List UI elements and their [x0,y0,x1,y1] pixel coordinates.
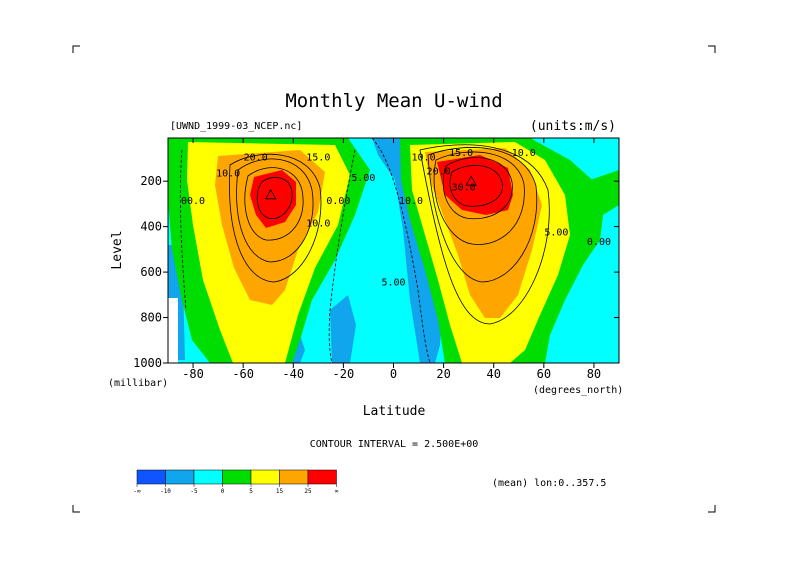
legend-swatch [279,469,309,485]
contour-interval: CONTOUR INTERVAL = 2.500E+00 [310,439,479,450]
color-legend: -∞ -10 -5 0 5 15 25 ∞ [133,469,339,495]
mean-label: (mean) lon:0..357.5 [492,478,606,489]
contour-labels: 20.0 15.0 10.0 00.0 10.0 0.00 5.00 5.00 10.0 10.0… [181,148,611,289]
high-region-east [590,170,619,215]
x-tick-label: 60 [537,367,551,381]
corner-marks [72,45,716,513]
contour-label: 0.00 [587,237,611,248]
y-axis-units: (millibar) [108,378,168,389]
south-jet-level-15 [215,150,325,305]
contour-label: 5.00 [544,228,568,239]
legend-swatch [193,469,223,485]
x-tick-label: -20 [333,367,355,381]
x-tick-label: -60 [232,367,254,381]
legend-swatch [165,469,195,485]
contour-label: 20.0 [427,166,451,177]
legend-label: 0 [221,488,225,495]
legend-label: 5 [249,488,253,495]
contour-label: 10.0 [306,219,330,230]
x-axis-title: Latitude [363,404,426,419]
legend-label: ∞ [335,488,339,495]
x-tick-label: 40 [486,367,500,381]
x-tick-label: 80 [587,367,601,381]
legend-swatch [307,469,337,485]
contour-label: 10.0 [399,196,423,207]
contour-label: 15.0 [306,153,330,164]
y-axis: 200 400 600 800 1000 [133,174,619,370]
contour-label: 10.0 [512,148,536,159]
contour-label: 00.0 [181,196,205,207]
low-boundary [168,298,178,363]
jet-maximum-marker [465,175,477,186]
contour-label: 10.0 [216,169,240,180]
y-axis-title: Level [110,230,125,269]
legend-label: 25 [304,488,312,495]
negative-region [372,138,445,363]
negative-region [330,295,356,363]
x-tick-label: 0 [390,367,397,381]
y-tick-label: 1000 [133,356,162,370]
file-label: [UWND_1999-03_NCEP.nc] [170,121,302,132]
y-tick-label: 800 [140,311,162,325]
contour-label: 20.0 [244,153,268,164]
x-axis-units: (degrees_north) [533,385,623,396]
legend-swatch [222,469,252,485]
contour-label: 5.00 [381,278,405,289]
x-tick-label: -40 [282,367,304,381]
jet-maximum-marker [265,188,277,200]
contour-field [168,138,619,363]
x-tick-label: -80 [182,367,204,381]
x-tick-label: 20 [436,367,450,381]
legend-label: 15 [276,488,284,495]
contour-label: 30.0 [452,182,476,193]
legend-swatch [136,469,166,485]
contour-label: 0.00 [326,196,350,207]
contour-lines [179,138,550,363]
legend-label: -5 [190,488,198,495]
contour-label: 15.0 [449,148,473,159]
chart-title: Monthly Mean U-wind [285,90,502,112]
legend-label: -10 [160,488,171,495]
y-tick-label: 400 [140,220,162,234]
y-tick-label: 600 [140,265,162,279]
legend-label: -∞ [133,488,141,495]
units-label: (units:m/s) [530,119,616,134]
x-axis: -80 -60 -40 -20 0 20 40 60 80 [182,138,601,381]
y-tick-label: 200 [140,174,162,188]
contour-label: 5.00 [351,173,375,184]
legend-swatch [250,469,280,485]
contour-label: 10.0 [412,153,436,164]
